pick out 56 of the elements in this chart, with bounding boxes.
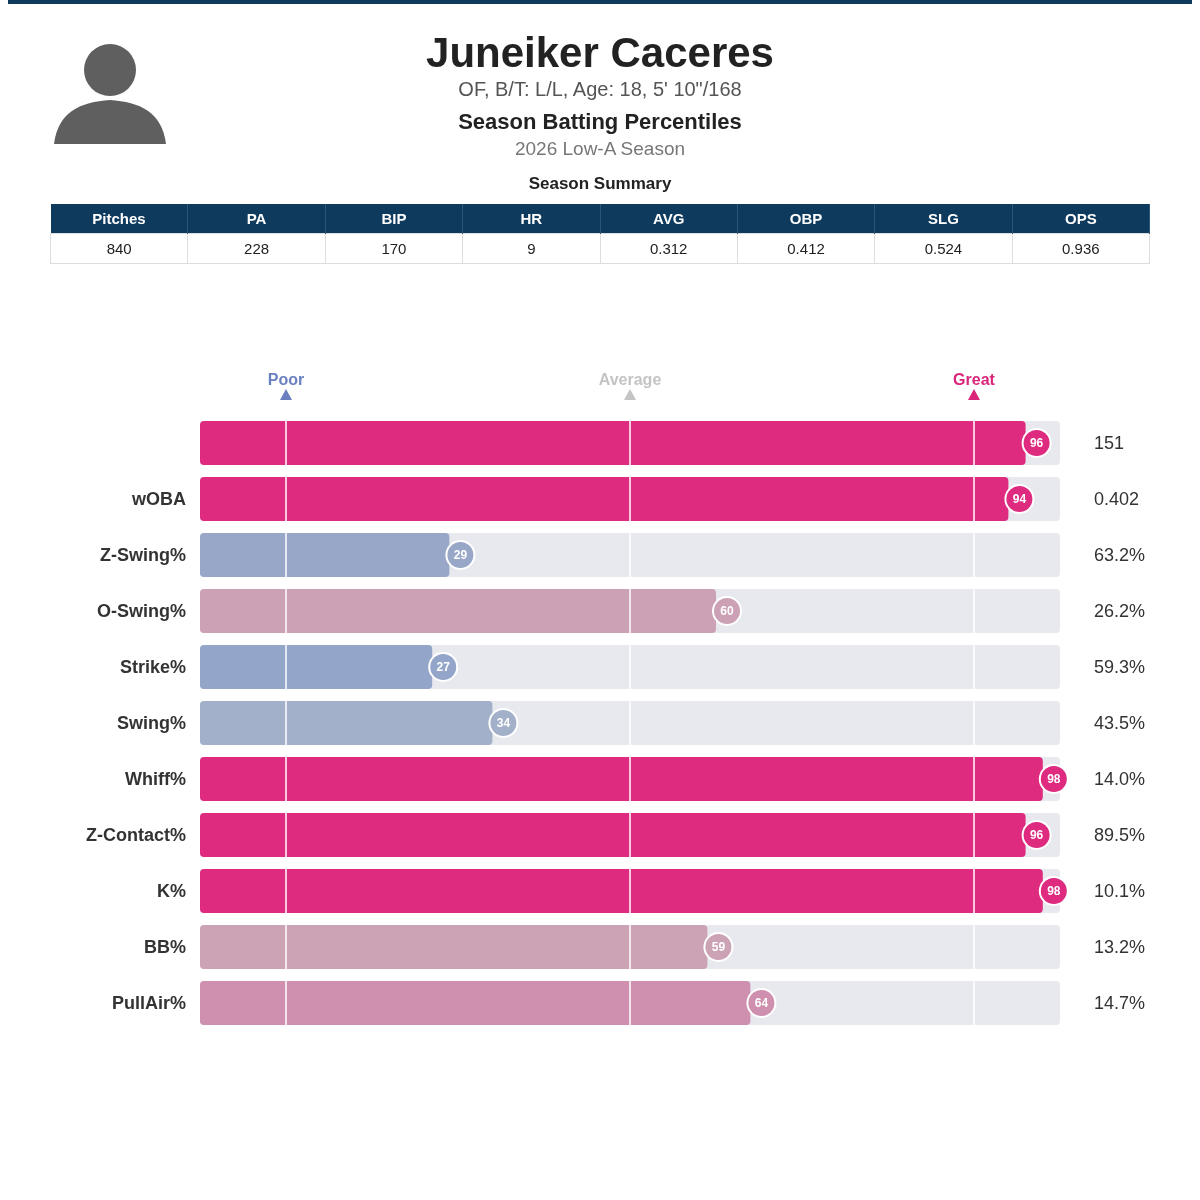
y-tick-label: O-Swing% xyxy=(97,601,186,621)
data-label: 27 xyxy=(436,660,451,674)
text: 0.412 xyxy=(787,240,825,257)
ref-line-label: Poor xyxy=(267,370,305,388)
text: 0.402 xyxy=(1094,489,1140,509)
text: 9 xyxy=(527,240,536,257)
text: 89.5% xyxy=(1094,825,1146,845)
category-label: BIP xyxy=(325,204,463,234)
y-tick-label: Z-Swing% xyxy=(100,545,186,565)
y-tick-label: K% xyxy=(156,881,186,901)
text: 0.936 xyxy=(1062,240,1100,257)
text: 840 xyxy=(106,240,132,257)
data-label: 98 xyxy=(1047,772,1061,786)
category-label: PA xyxy=(187,204,326,234)
text: 43.5% xyxy=(1094,713,1146,733)
data-label: 34 xyxy=(496,716,511,730)
text: 26.2% xyxy=(1094,601,1146,621)
category-label: Pitches xyxy=(50,204,188,234)
text: 63.2% xyxy=(1094,545,1146,565)
y-tick-label: wOBA xyxy=(131,489,186,509)
category-label: HR xyxy=(462,204,600,234)
y-tick-label: Whiff% xyxy=(125,769,186,789)
text: 13.2% xyxy=(1094,937,1146,957)
text: OF, B/T: L/L, Age: 18, 5' 10"/168 xyxy=(457,77,743,102)
data-label: 59 xyxy=(711,940,726,954)
category-label: AVG xyxy=(600,204,738,234)
text: 14.7% xyxy=(1094,993,1146,1013)
text: 228 xyxy=(244,240,270,257)
text: 0.524 xyxy=(924,240,963,257)
text: 0.312 xyxy=(649,240,688,257)
data-label: 29 xyxy=(453,548,468,562)
text: Season Batting Percentiles xyxy=(457,108,743,136)
data-label: 96 xyxy=(1029,436,1044,450)
text: 59.3% xyxy=(1094,657,1146,677)
y-tick-label: Strike% xyxy=(119,657,186,677)
data-label: 60 xyxy=(720,604,734,618)
text: Juneiker Caceres xyxy=(425,29,775,76)
data-label: 96 xyxy=(1029,828,1044,842)
text: 2026 Low-A Season xyxy=(513,138,687,160)
y-tick-label: BB% xyxy=(143,937,186,957)
text: 151 xyxy=(1094,433,1125,453)
category-label: OBP xyxy=(737,204,875,234)
text: 10.1% xyxy=(1094,881,1146,901)
ref-line-label: Average xyxy=(598,370,662,388)
text: 170 xyxy=(381,240,407,257)
text: 14.0% xyxy=(1094,769,1146,789)
ref-line-label: Great xyxy=(953,370,996,388)
text: Season Summary xyxy=(527,174,673,194)
data-label: 98 xyxy=(1047,884,1061,898)
category-label: SLG xyxy=(874,204,1013,234)
data-label: 94 xyxy=(1012,492,1027,506)
category-label: OPS xyxy=(1012,204,1150,234)
data-label: 64 xyxy=(754,996,769,1010)
y-tick-label: PullAir% xyxy=(111,993,186,1013)
y-tick-label: Swing% xyxy=(116,713,186,733)
y-tick-label: Z-Contact% xyxy=(86,825,186,845)
